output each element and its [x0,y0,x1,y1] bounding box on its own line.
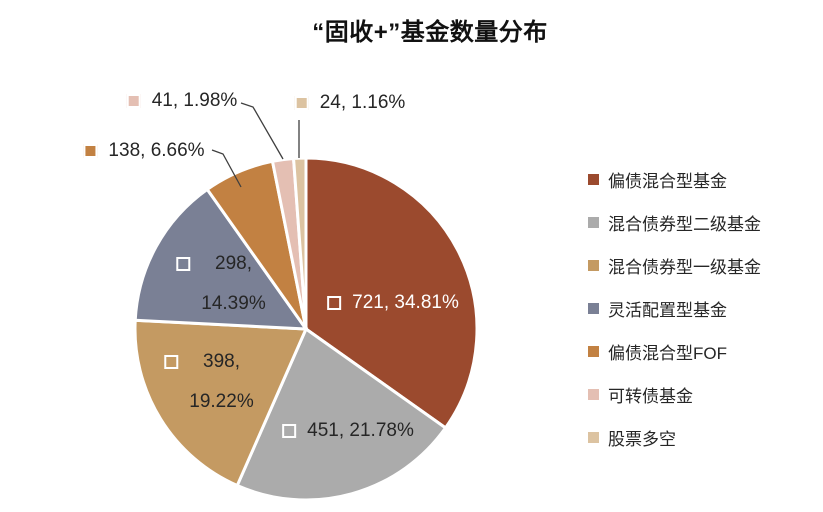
legend-swatch-4 [588,346,599,357]
legend-swatch-6 [588,432,599,443]
legend-swatch-0 [588,174,599,185]
data-label-line: 138, 6.66% [108,140,205,161]
pie-slice-0 [304,156,479,430]
data-label-key-3 [176,257,191,271]
data-label-2: 398, 19.22% [164,342,254,422]
data-label-line: 451, 21.78% [307,420,414,441]
legend-label-0: 偏债混合型基金 [608,172,727,191]
legend-label-3: 灵活配置型基金 [608,301,727,320]
legend-item-5: 可转债基金 [588,373,761,416]
legend-label-6: 股票多空 [608,430,676,449]
data-label-4: 138, 6.66% [83,140,205,162]
pie-slice-6 [291,156,308,330]
legend-item-2: 混合债券型一级基金 [588,244,761,287]
leader-line-4 [211,149,242,188]
data-label-text-4: 138, 6.66% [108,140,204,162]
data-label-text-3: 298, 14.39% [201,244,265,324]
leader-line-5 [240,102,284,160]
data-label-0: 721, 34.81% [327,292,459,314]
data-label-line: 298, [215,253,252,274]
data-label-line: 721, 34.81% [352,292,459,313]
legend-item-6: 股票多空 [588,416,761,459]
pie-slice-1 [235,326,448,502]
data-label-line: 398, [203,351,240,372]
legend-item-1: 混合债券型二级基金 [588,201,761,244]
legend-swatch-2 [588,260,599,271]
legend-label-4: 偏债混合型FOF [608,344,727,363]
legend: 偏债混合型基金混合债券型二级基金 混合债券型一级基金 灵活配置型基金 偏债混合型FOF… [588,158,761,459]
legend-item-0: 偏债混合型基金 [588,158,761,201]
data-label-key-0 [327,296,342,310]
legend-label-2: 混合债券型一级基金 [608,258,761,277]
data-label-text-0: 721, 34.81% [352,292,459,314]
data-label-3: 298, 14.39% [176,244,266,324]
chart-title: “固收+”基金数量分布 [312,19,548,46]
data-label-line: 24, 1.16% [319,92,406,113]
data-label-text-6: 24, 1.16% [320,92,406,114]
legend-item-4: 偏债混合型FOF [588,330,761,373]
data-label-line: 14.39% [201,293,266,314]
legend-swatch-5 [588,389,599,400]
data-label-key-2 [164,355,179,369]
data-label-line: 41, 1.98% [151,90,238,111]
data-label-key-4 [83,144,98,158]
data-label-key-1 [282,424,297,438]
pie-slice-3 [133,187,310,331]
legend-swatch-3 [588,303,599,314]
legend-label-1: 混合债券型二级基金 [608,215,761,234]
legend-swatch-1 [588,217,599,228]
data-label-key-6 [294,96,309,110]
data-label-6: 24, 1.16% [294,92,406,114]
data-label-key-5 [126,94,141,108]
legend-label-5: 可转债基金 [608,387,693,406]
data-label-line: 19.22% [189,391,254,412]
data-label-5: 41, 1.98% [126,90,238,112]
data-label-text-2: 398, 19.22% [189,342,253,422]
data-label-1: 451, 21.78% [282,420,414,442]
data-label-text-1: 451, 21.78% [307,420,414,442]
data-label-text-5: 41, 1.98% [152,90,238,112]
legend-item-3: 灵活配置型基金 [588,287,761,330]
